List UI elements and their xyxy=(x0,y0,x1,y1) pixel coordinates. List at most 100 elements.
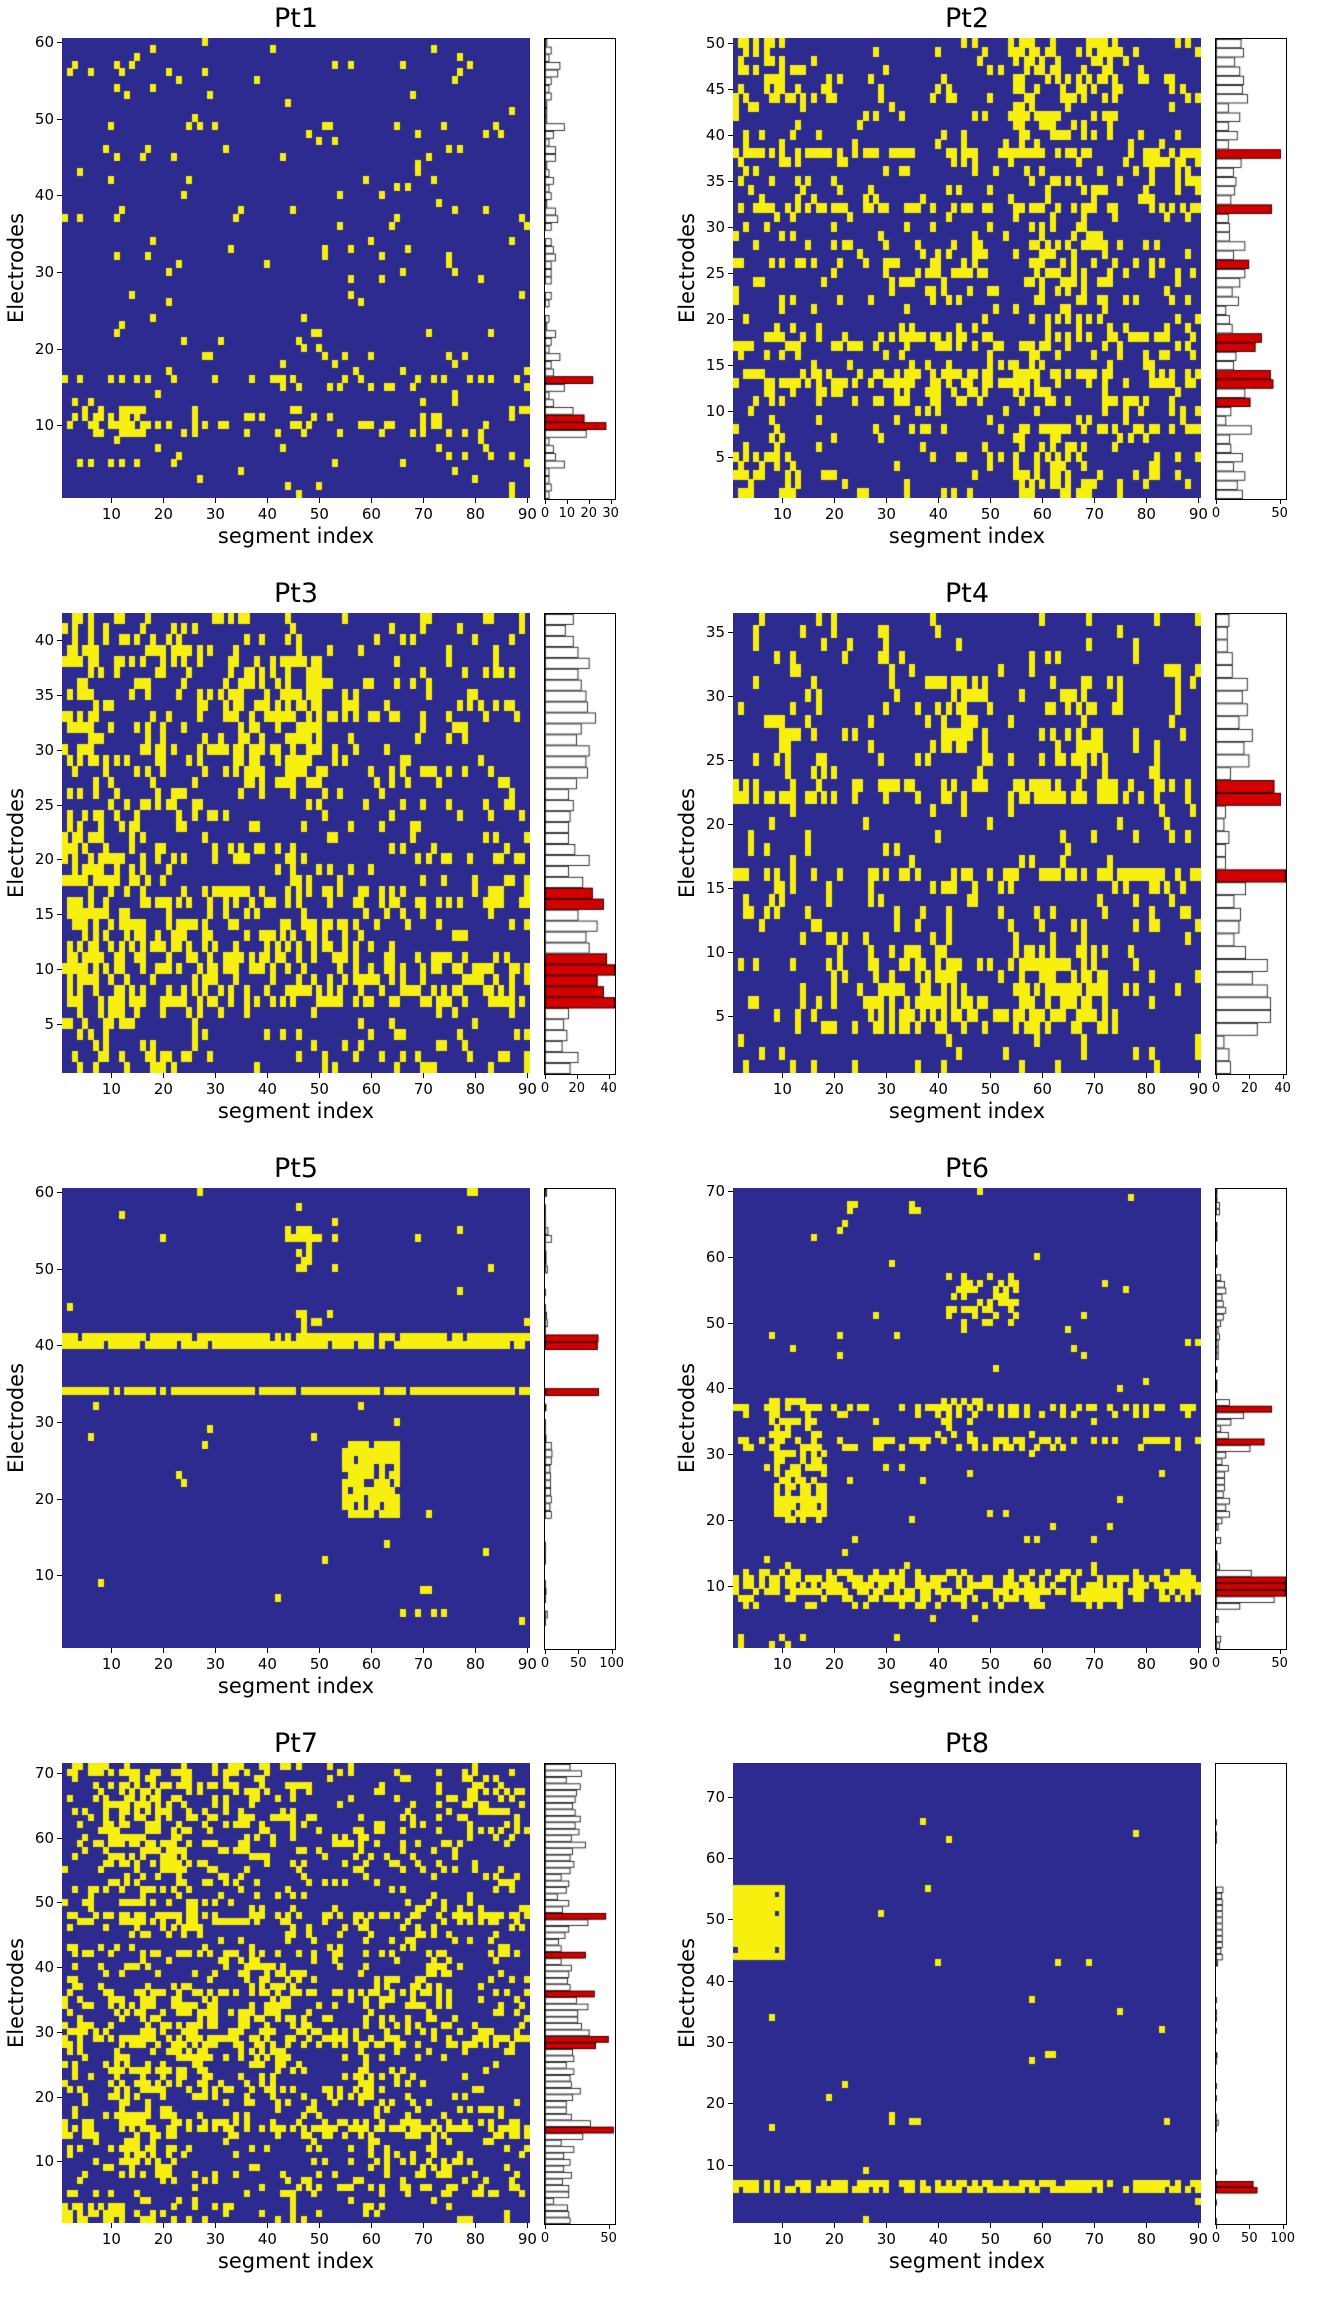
x-tick-label: 50 xyxy=(980,1655,1000,1673)
y-tick-label: 40 xyxy=(34,631,54,650)
tick-mark xyxy=(728,2042,733,2044)
x-tick-label: 90 xyxy=(517,1080,537,1098)
tick-mark xyxy=(57,2031,62,2033)
x-tick-label: 80 xyxy=(1136,1655,1156,1673)
x-tick-label: 10 xyxy=(101,1080,121,1098)
y-tick-label: 40 xyxy=(34,1958,54,1977)
tick-mark xyxy=(1216,2225,1217,2229)
y-tick-label: 15 xyxy=(705,355,725,374)
tick-mark xyxy=(267,1648,269,1653)
tick-mark xyxy=(57,1191,62,1193)
tick-mark xyxy=(111,1073,113,1078)
panel-pt8: Pt8 Electrodes segment index 10 20 30 40 50 6… xyxy=(671,1725,1342,2300)
y-tick-label: 20 xyxy=(705,1510,725,1529)
panel-pt1-x-axis-label: segment index xyxy=(217,524,375,548)
tick-mark xyxy=(1216,1650,1217,1654)
panel-pt4-heatmap xyxy=(733,613,1201,1073)
hist-tick-label: 0 xyxy=(540,1081,550,1096)
tick-mark xyxy=(728,410,733,412)
x-tick-label: 40 xyxy=(928,1655,948,1673)
tick-mark xyxy=(728,1980,733,1982)
y-tick-label: 15 xyxy=(34,905,54,924)
tick-mark xyxy=(57,348,62,350)
tick-mark xyxy=(1042,498,1044,503)
y-tick-label: 10 xyxy=(34,2152,54,2171)
y-tick-label: 30 xyxy=(705,687,725,706)
tick-mark xyxy=(728,364,733,366)
y-tick-label: 10 xyxy=(705,401,725,420)
tick-mark xyxy=(782,1648,784,1653)
panel-pt4-x-axis-label: segment index xyxy=(888,1099,1046,1123)
tick-mark xyxy=(728,318,733,320)
hist-tick-label: 50 xyxy=(1241,2231,1258,2246)
x-tick-label: 70 xyxy=(1084,1655,1104,1673)
x-tick-label: 60 xyxy=(1032,505,1052,523)
tick-mark xyxy=(267,2223,269,2228)
x-tick-label: 30 xyxy=(876,2230,896,2248)
x-tick-label: 20 xyxy=(153,2230,173,2248)
x-tick-label: 40 xyxy=(257,505,277,523)
x-tick-label: 50 xyxy=(980,1080,1000,1098)
tick-mark xyxy=(319,1648,321,1653)
y-tick-label: 30 xyxy=(705,2033,725,2052)
tick-mark xyxy=(728,88,733,90)
y-tick-label: 10 xyxy=(705,1576,725,1595)
tick-mark xyxy=(1042,1073,1044,1078)
x-tick-label: 10 xyxy=(772,505,792,523)
tick-mark xyxy=(545,1650,546,1654)
tick-mark xyxy=(1146,498,1148,503)
tick-mark xyxy=(1279,1650,1281,1654)
tick-mark xyxy=(1249,2225,1251,2229)
tick-mark xyxy=(1198,1648,1200,1653)
x-tick-label: 90 xyxy=(1188,1080,1208,1098)
x-tick-label: 70 xyxy=(413,1080,433,1098)
hist-tick-label: 0 xyxy=(1211,1656,1221,1671)
tick-mark xyxy=(611,1650,613,1654)
y-tick-label: 60 xyxy=(34,1828,54,1847)
tick-mark xyxy=(423,498,425,503)
tick-mark xyxy=(782,1073,784,1078)
tick-mark xyxy=(163,1073,165,1078)
panel-pt4-title: Pt4 xyxy=(944,578,990,609)
y-tick-label: 10 xyxy=(705,942,725,961)
tick-mark xyxy=(319,1073,321,1078)
tick-mark xyxy=(728,226,733,228)
tick-mark xyxy=(57,859,62,861)
x-tick-label: 30 xyxy=(205,1080,225,1098)
tick-mark xyxy=(371,1648,373,1653)
x-tick-label: 60 xyxy=(1032,1655,1052,1673)
tick-mark xyxy=(1216,1075,1217,1079)
x-tick-label: 50 xyxy=(309,2230,329,2248)
tick-mark xyxy=(215,1648,217,1653)
tick-mark xyxy=(1094,1648,1096,1653)
x-tick-label: 10 xyxy=(772,1655,792,1673)
tick-mark xyxy=(111,2223,113,2228)
x-tick-label: 20 xyxy=(153,1655,173,1673)
tick-mark xyxy=(728,1454,733,1456)
y-tick-label: 30 xyxy=(34,740,54,759)
x-tick-label: 30 xyxy=(205,2230,225,2248)
panel-pt7-count-histogram xyxy=(544,1763,616,2225)
tick-mark xyxy=(57,749,62,751)
tick-mark xyxy=(163,2223,165,2228)
x-tick-label: 10 xyxy=(772,1080,792,1098)
x-tick-label: 80 xyxy=(465,1655,485,1673)
tick-mark xyxy=(527,2223,529,2228)
x-tick-label: 70 xyxy=(413,2230,433,2248)
tick-mark xyxy=(1282,2225,1284,2229)
hist-tick-label: 0 xyxy=(1211,506,1221,521)
y-tick-label: 5 xyxy=(715,1006,725,1025)
x-tick-label: 10 xyxy=(101,2230,121,2248)
x-tick-label: 30 xyxy=(205,505,225,523)
y-tick-label: 40 xyxy=(705,1971,725,1990)
panel-pt7-x-axis-label: segment index xyxy=(217,2249,375,2273)
hist-tick-label: 50 xyxy=(1271,506,1288,521)
hist-tick-label: 20 xyxy=(568,1081,586,1096)
y-tick-label: 40 xyxy=(34,1336,54,1355)
tick-mark xyxy=(527,1073,529,1078)
panel-pt8-title: Pt8 xyxy=(944,1728,990,1759)
tick-mark xyxy=(57,968,62,970)
tick-mark xyxy=(163,1648,165,1653)
tick-mark xyxy=(57,1902,62,1904)
